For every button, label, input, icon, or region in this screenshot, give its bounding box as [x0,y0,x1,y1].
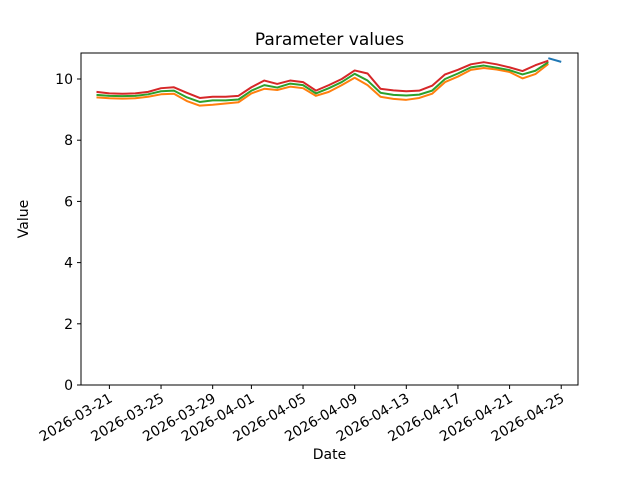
chart-title: Parameter values [254,30,405,50]
y-tick-label: 0 [64,378,73,394]
x-axis-label: Date [312,447,347,463]
y-axis-label-text: Value [16,199,32,239]
y-tick-label: 2 [64,317,73,333]
y-tick-label: 4 [64,256,73,272]
series-line-orange-series [96,63,549,107]
series-line-green-series [96,61,549,103]
y-tick-label: 6 [64,194,73,210]
y-tick-label: 10 [55,72,73,88]
series-line-blue-series [548,57,562,63]
y-tick-label: 8 [64,133,73,149]
axes-spines [80,52,579,386]
series-line-red-series [96,59,549,99]
